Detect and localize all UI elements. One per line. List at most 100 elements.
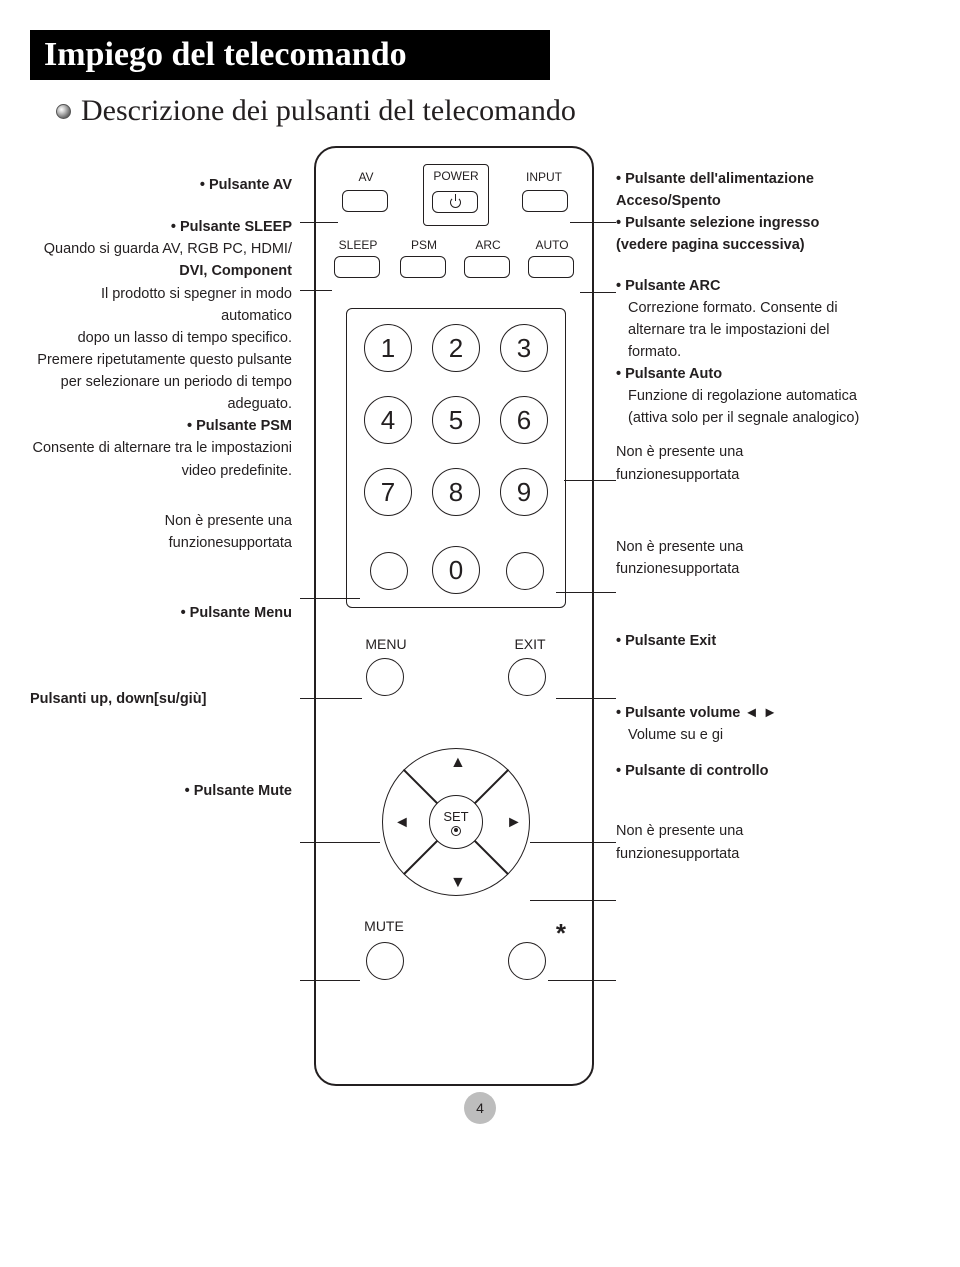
label-menu-btn: MENU: [358, 636, 414, 652]
page-subheading: Descrizione dei pulsanti del telecomando: [81, 94, 576, 128]
text: alternare tra le impostazioni del: [628, 321, 938, 339]
num-2[interactable]: 2: [432, 324, 480, 372]
set-button[interactable]: SET: [429, 795, 483, 849]
connector: [300, 290, 332, 291]
star-icon: *: [556, 918, 566, 949]
connector: [300, 698, 362, 699]
connector: [300, 222, 338, 223]
exit-button[interactable]: [508, 658, 546, 696]
label-unsupported: funzionesupportata: [616, 845, 938, 863]
av-button[interactable]: [342, 190, 388, 212]
set-dot-icon: [451, 826, 461, 836]
num-8[interactable]: 8: [432, 468, 480, 516]
label-auto-btn: AUTO: [524, 238, 580, 252]
num-7[interactable]: 7: [364, 468, 412, 516]
connector: [300, 980, 360, 981]
blank-button-right[interactable]: [506, 552, 544, 590]
text: Quando si guarda AV, RGB PC, HDMI/: [30, 240, 292, 258]
arrow-up-icon: ▲: [450, 754, 466, 772]
label-unsupported: Non è presente una: [616, 443, 938, 461]
label-exit-desc: • Pulsante Exit: [616, 632, 938, 650]
sleep-button[interactable]: [334, 256, 380, 278]
text: DVI, Component: [30, 262, 292, 280]
label-updown: Pulsanti up, down[su/giù]: [30, 690, 292, 708]
arrow-down-icon: ▼: [450, 874, 466, 892]
label-unsupported: funzionesupportata: [30, 534, 292, 552]
text: Consente di alternare tra le impostazion…: [30, 439, 292, 457]
text: Il prodotto si spegner in modo: [30, 285, 292, 303]
num-4[interactable]: 4: [364, 396, 412, 444]
num-3[interactable]: 3: [500, 324, 548, 372]
connector: [564, 480, 616, 481]
label-mute: • Pulsante Mute: [30, 782, 292, 800]
page-number: 4: [464, 1092, 496, 1124]
label-psm: • Pulsante PSM: [30, 417, 292, 435]
label-volume-desc: • Pulsante volume ◄ ►: [616, 704, 938, 722]
label-sleep-btn: SLEEP: [330, 238, 386, 252]
connector: [300, 842, 380, 843]
page-title-bar: Impiego del telecomando: [30, 30, 550, 80]
text: dopo un lasso di tempo specifico.: [30, 329, 292, 347]
text: Acceso/Spento: [616, 192, 938, 210]
connector: [556, 592, 616, 593]
mute-button[interactable]: [366, 942, 404, 980]
label-unsupported: Non è presente una: [616, 822, 938, 840]
label-power-desc: • Pulsante dell'alimentazione: [616, 170, 938, 188]
label-psm-btn: PSM: [396, 238, 452, 252]
power-button[interactable]: [432, 191, 478, 213]
connector: [556, 698, 616, 699]
text: Funzione di regolazione automatica: [628, 387, 938, 405]
label-mute-btn: MUTE: [356, 918, 412, 934]
label-arc-desc: • Pulsante ARC: [616, 277, 938, 295]
label-power: POWER: [424, 169, 488, 183]
text: formato.: [628, 343, 938, 361]
arrow-left-icon: ◄: [394, 814, 410, 832]
right-annotations: • Pulsante dell'alimentazione Acceso/Spe…: [608, 146, 938, 867]
connector: [530, 900, 616, 901]
connector: [548, 980, 616, 981]
connector: [580, 292, 616, 293]
label-unsupported: Non è presente una: [30, 512, 292, 530]
menu-button[interactable]: [366, 658, 404, 696]
psm-button[interactable]: [400, 256, 446, 278]
label-av: • Pulsante AV: [30, 176, 292, 194]
num-0[interactable]: 0: [432, 546, 480, 594]
text: per selezionare un periodo di tempo: [30, 373, 292, 391]
left-annotations: • Pulsante AV • Pulsante SLEEP Quando si…: [30, 146, 300, 804]
label-unsupported: funzionesupportata: [616, 466, 938, 484]
num-1[interactable]: 1: [364, 324, 412, 372]
text: Premere ripetutamente questo pulsante: [30, 351, 292, 369]
connector: [570, 222, 616, 223]
label-unsupported: funzionesupportata: [616, 560, 938, 578]
label-set: SET: [443, 809, 468, 824]
text: (attiva solo per il segnale analogico): [628, 409, 938, 427]
blank-button-left[interactable]: [370, 552, 408, 590]
text: Correzione formato. Consente di: [628, 299, 938, 317]
star-button[interactable]: [508, 942, 546, 980]
text: (vedere pagina successiva): [616, 236, 938, 254]
label-menu: • Pulsante Menu: [30, 604, 292, 622]
text: Volume su e gi: [628, 726, 938, 744]
label-exit-btn: EXIT: [502, 636, 558, 652]
auto-button[interactable]: [528, 256, 574, 278]
connector: [530, 842, 616, 843]
power-icon: [450, 197, 461, 208]
num-9[interactable]: 9: [500, 468, 548, 516]
label-control-desc: • Pulsante di controllo: [616, 762, 938, 780]
num-6[interactable]: 6: [500, 396, 548, 444]
text: video predefinite.: [30, 462, 292, 480]
label-av-btn: AV: [338, 170, 394, 184]
input-button[interactable]: [522, 190, 568, 212]
label-input-btn: INPUT: [516, 170, 572, 184]
arrow-right-icon: ►: [506, 814, 522, 832]
bullet-icon: [56, 104, 71, 119]
connector: [300, 598, 360, 599]
power-frame: POWER: [423, 164, 489, 226]
arc-button[interactable]: [464, 256, 510, 278]
label-unsupported: Non è presente una: [616, 538, 938, 556]
text: adeguato.: [30, 395, 292, 413]
remote-outline: AV INPUT POWER SLEEP PSM ARC AUTO 1: [314, 146, 594, 1086]
label-arc-btn: ARC: [460, 238, 516, 252]
label-input-desc: • Pulsante selezione ingresso: [616, 214, 938, 232]
num-5[interactable]: 5: [432, 396, 480, 444]
